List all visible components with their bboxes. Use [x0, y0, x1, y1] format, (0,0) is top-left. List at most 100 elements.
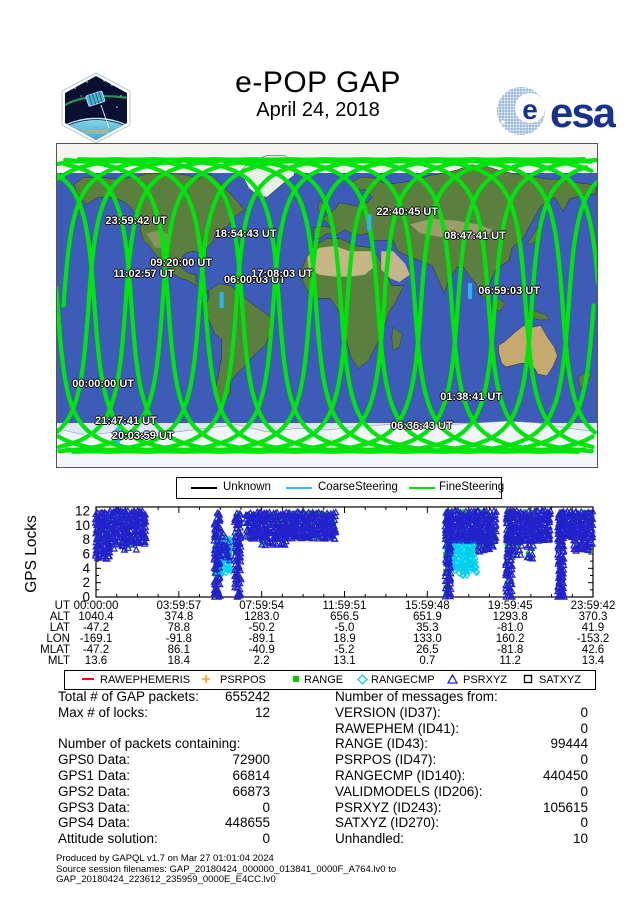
value-row-ut: UT 00:00:00 03:59:57 07:59:54 11:59:51 15:59:…: [0, 600, 636, 612]
legend-label: Unknown: [223, 481, 271, 493]
row-value: 35.3: [416, 622, 439, 634]
stat-label: PSRXYZ (ID243):: [335, 799, 442, 815]
svg-text:CASSIOPE: CASSIOPE: [82, 130, 111, 136]
row-label: MLT: [47, 655, 70, 667]
row-value: -5.0: [334, 622, 355, 634]
ground-tracks: [54, 157, 601, 454]
stat-value: 99444: [550, 736, 588, 752]
rawephemeris-marker-icon: [81, 674, 95, 687]
stat-value: 0: [580, 815, 588, 831]
row-value: 00:00:00: [73, 600, 119, 612]
value-row-mlt: MLT 13.6 18.4 2.2 13.1 0.7 11.2 13.4: [0, 655, 636, 667]
row-label: UT: [54, 600, 70, 612]
stat-label: GPS2 Data:: [58, 783, 131, 799]
value-row-mlat: MLAT -47.2 86.1 -40.9 -5.2 26.5 -81.8 42.6: [0, 644, 636, 656]
stat-label: VERSION (ID37):: [335, 704, 441, 720]
row-value: 160.2: [495, 633, 525, 645]
footer-line: GAP_20180424_223612_235959_0000E_E4CC.lv…: [56, 874, 276, 885]
row-value: 26.5: [416, 644, 439, 656]
finesteering-line-swatch: [409, 487, 435, 489]
stat-row: Max # of locks: 12: [58, 705, 270, 721]
row-label: LON: [46, 633, 70, 645]
stat-label: VALIDMODELS (ID206):: [335, 783, 483, 799]
psrxyz-markers: [91, 506, 597, 600]
unknown-line-swatch: [191, 487, 217, 489]
map-time-label: 23:59:42 UT: [105, 215, 168, 227]
row-value: 78.8: [167, 622, 191, 634]
map-time-label: 11:02:57 UT: [113, 267, 175, 280]
stat-row: SATXYZ (ID270): 0: [335, 815, 588, 831]
row-value: 1283.0: [244, 611, 280, 623]
stat-row: Attitude solution: 0: [58, 831, 270, 847]
range-marker-icon: [291, 674, 301, 687]
cassiope-patch-art: CASSIOPE: [61, 72, 131, 144]
svg-text:12: 12: [75, 503, 90, 518]
stat-row: GPS3 Data: 0: [58, 800, 270, 816]
row-value: 03:59:57: [156, 600, 202, 612]
row-value: 0.7: [419, 655, 436, 667]
legend-label: FineSteering: [439, 481, 505, 493]
stat-value: 448655: [224, 815, 270, 831]
stat-value: 655242: [224, 689, 270, 704]
row-value: 656.5: [330, 611, 359, 623]
stat-row: GPS1 Data: 66814: [58, 768, 270, 784]
stat-label: GPS1 Data:: [58, 767, 131, 783]
row-value: -5.2: [334, 644, 355, 656]
row-value: 18.9: [333, 633, 356, 645]
row-value: -81.8: [497, 644, 524, 656]
row-value: 370.3: [578, 611, 608, 623]
row-value: 86.1: [167, 644, 191, 656]
row-value: -47.2: [82, 622, 110, 634]
page-title: e-POP GAP: [235, 66, 401, 99]
footer-line: Produced by GAPQL v1.7 on Mar 27 01:01:0…: [56, 853, 274, 864]
svg-text:6: 6: [82, 546, 90, 561]
stat-label: Attitude solution:: [58, 831, 158, 847]
row-value: -40.9: [248, 644, 275, 656]
row-value: 15:59:48: [404, 600, 450, 612]
svg-text:e: e: [522, 94, 538, 125]
map-time-label: 18:54:43 UT: [214, 228, 277, 240]
map-time-label: 08:47:41 UT: [444, 229, 506, 242]
stat-value: 66814: [232, 767, 270, 783]
stat-value: 66873: [232, 783, 270, 799]
stat-value: 12: [254, 704, 270, 720]
row-value: 374.8: [164, 611, 194, 623]
esa-logo: e esa: [494, 84, 619, 138]
esa-logo-art: e esa: [497, 87, 619, 136]
svg-text:esa: esa: [550, 89, 616, 136]
gps-locks-plot: 0 2 4 6 8 10 12 GPS Locks: [0, 502, 636, 605]
value-row-alt: ALT 1040.4 374.8 1283.0 656.5 651.9 1293.8 370.…: [0, 611, 636, 623]
row-value: 651.9: [412, 611, 442, 623]
row-value: 1293.8: [492, 611, 528, 623]
stat-value: 0: [580, 752, 588, 768]
stat-row: RAWEPHEM (ID41): 0: [335, 721, 588, 737]
stat-label: RANGE (ID43):: [335, 736, 429, 752]
psrpos-marker-icon: [201, 674, 211, 687]
value-row-lat: LAT -47.2 78.8 -50.2 -5.0 35.3 -81.0 41.9: [0, 622, 636, 634]
stat-value: 0: [580, 783, 588, 799]
row-value: 13.1: [333, 655, 356, 667]
row-value: 41.9: [581, 622, 605, 634]
legend-label: RANGE: [304, 673, 344, 686]
svg-text:2: 2: [82, 575, 90, 590]
legend-label: RANGECMP: [371, 673, 435, 686]
stat-row: RANGECMP (ID140): 440450: [335, 768, 588, 784]
stat-label: GPS3 Data:: [58, 799, 131, 815]
stat-label: RANGECMP (ID140):: [335, 767, 466, 783]
satxyz-marker-icon: [523, 674, 533, 687]
stat-label: PSRPOS (ID47):: [335, 752, 437, 768]
legend-label: SATXYZ: [539, 673, 581, 686]
row-value: 2.2: [253, 655, 270, 667]
stat-value: 0: [580, 704, 588, 720]
coarsesteering-line-swatch: [286, 487, 312, 489]
row-value: 133.0: [412, 633, 442, 645]
rangecmp-marker-icon: [357, 674, 368, 688]
stats-right-column: Number of messages from: VERSION (ID37): 0…: [335, 689, 588, 847]
stat-row: GPS0 Data: 72900: [58, 752, 270, 768]
svg-text:0: 0: [82, 590, 90, 603]
row-value: 23:59:42: [570, 600, 616, 612]
stat-label: GPS0 Data:: [58, 752, 131, 768]
map-time-label: 06:00:03 UT: [224, 273, 286, 286]
stat-label: Unhandled:: [335, 831, 405, 847]
